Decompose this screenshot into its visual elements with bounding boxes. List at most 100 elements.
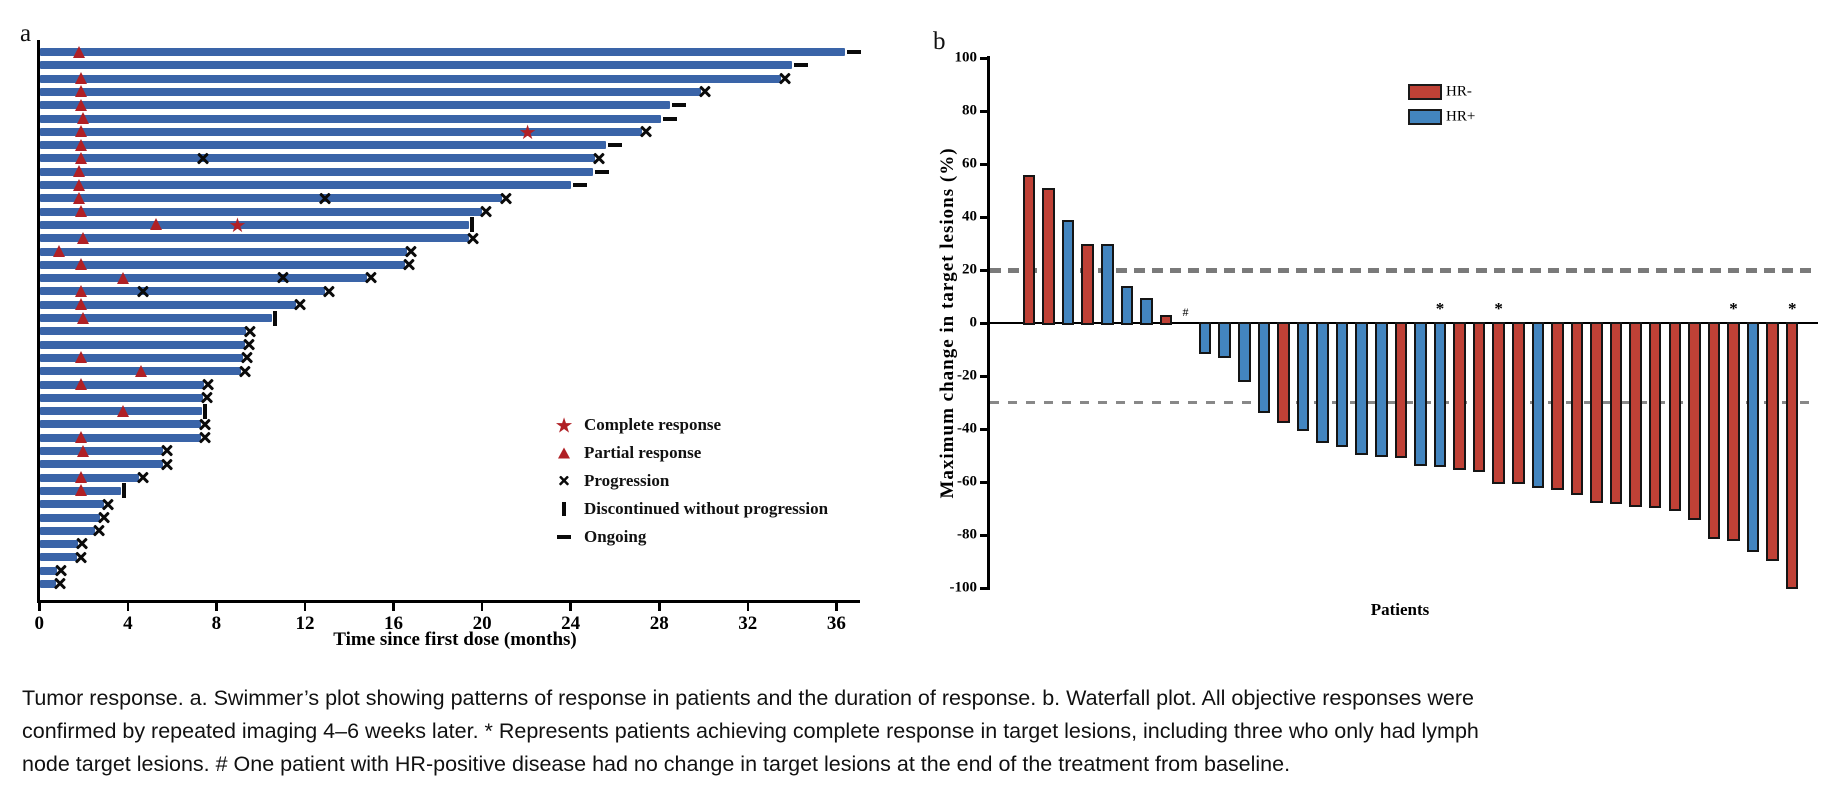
swimmer-x-tick-label: 28 [649, 613, 669, 634]
ongoing-icon [572, 183, 587, 187]
partial-response-icon [77, 311, 90, 324]
hr-positive-label: HR+ [1446, 108, 1476, 125]
swimmer-x-tick-label: 0 [34, 613, 45, 634]
progression-x-icon [198, 431, 212, 445]
swimmer-bar [40, 101, 671, 110]
progression-x-icon [92, 524, 106, 538]
caption-line-2: confirmed by repeated imaging 4–6 weeks … [22, 719, 1479, 743]
progression-x-icon [479, 205, 493, 219]
progression-x-icon [53, 577, 67, 591]
progression-x-icon [75, 537, 89, 551]
waterfall-plot: 100 80 60 40 20 0 -20 -40 -60 -80 -100 Maximum chan… [900, 0, 1835, 660]
swimmer-bar [40, 61, 793, 70]
waterfall-bar [1296, 322, 1310, 432]
waterfall-bar [1394, 322, 1408, 458]
waterfall-bar [1453, 322, 1466, 470]
progression-x-icon [238, 364, 252, 378]
progression-x-icon [243, 324, 257, 338]
waterfall-y-tick-label: 0 [969, 314, 978, 331]
waterfall-bar [1609, 322, 1623, 505]
waterfall-y-tick-label: -80 [957, 526, 977, 543]
waterfall-bar [1375, 322, 1388, 457]
progression-x-icon [364, 271, 378, 285]
waterfall-bar [1140, 297, 1153, 325]
progression-x-icon [136, 284, 150, 298]
swimmer-bar [40, 526, 95, 535]
swimmer-bar [40, 287, 325, 296]
swimmer-bar [40, 433, 201, 442]
progression-legend-icon [558, 475, 570, 487]
waterfall-bar [1629, 322, 1642, 507]
ongoing-icon [594, 169, 609, 174]
partial-response-icon [74, 258, 87, 271]
waterfall-y-tick [980, 163, 987, 166]
complete-response-star-annotation: * [1435, 299, 1445, 318]
discontinued-icon [272, 310, 277, 326]
waterfall-bar [1570, 322, 1584, 495]
waterfall-bar [1648, 322, 1662, 509]
progression-x-icon [322, 284, 336, 298]
ongoing-icon [794, 63, 809, 68]
partial-response-icon [74, 151, 87, 164]
complete-response-icon: ★ [228, 212, 247, 237]
waterfall-bar [1414, 322, 1427, 466]
waterfall-bar [1159, 315, 1173, 325]
partial-response-icon [150, 218, 163, 231]
waterfall-bar [1707, 322, 1721, 539]
partial-response-icon [134, 364, 147, 377]
swimmer-legend-label: Ongoing [584, 527, 647, 546]
swimmer-bar [40, 380, 205, 389]
waterfall-y-tick [980, 110, 987, 113]
partial-response-icon [72, 165, 85, 178]
swimmer-legend-label: Complete response [584, 415, 722, 434]
swimmer-bar [40, 154, 595, 163]
ongoing-icon [608, 143, 623, 148]
swimmer-bar [40, 247, 407, 256]
progression-x-icon [499, 191, 513, 205]
progression-x-icon [196, 151, 210, 165]
waterfall-y-tick [980, 322, 987, 325]
ongoing-icon [672, 103, 687, 108]
waterfall-y-tick-label: -100 [949, 579, 978, 596]
progression-x-icon [240, 351, 254, 365]
waterfall-bar [1355, 322, 1368, 456]
swimmer-bar [40, 580, 56, 588]
waterfall-y-tick [980, 534, 987, 537]
discontinued-icon [122, 483, 127, 499]
swimmer-bar [40, 74, 781, 83]
waterfall-bar [1042, 187, 1055, 325]
waterfall-bar [1120, 285, 1134, 325]
partial-response-icon [74, 284, 87, 297]
partial-response-icon [52, 245, 65, 257]
panel-a-label: a [20, 20, 32, 47]
swimmer-x-tick-label: 32 [738, 613, 758, 634]
swimmer-bar [40, 181, 571, 189]
swimmer-bar [40, 540, 79, 549]
partial-response-icon [77, 112, 90, 124]
waterfall-y-tick [980, 269, 987, 272]
partial-response-icon [72, 191, 85, 204]
partial-response-icon [74, 125, 87, 138]
progression-x-icon [160, 457, 174, 471]
waterfall-y-tick-label: -40 [957, 420, 977, 437]
ongoing-legend-icon [557, 535, 571, 539]
progression-x-icon [404, 245, 418, 259]
waterfall-bar [1512, 322, 1525, 485]
waterfall-bar [1492, 322, 1505, 485]
waterfall-bar [1551, 322, 1564, 490]
swimmer-legend-label: Partial response [584, 443, 702, 462]
waterfall-bar [1218, 322, 1231, 359]
swimmer-bar [40, 127, 642, 136]
swimmer-legend-label: Discontinued without progression [584, 499, 829, 518]
waterfall-bar [1238, 322, 1251, 383]
progression-x-icon [698, 85, 712, 99]
waterfall-y-tick-label: 40 [962, 208, 977, 225]
swimmer-bar [40, 566, 57, 575]
waterfall-y-tick [980, 587, 987, 590]
waterfall-y-tick-label: 100 [954, 49, 978, 66]
swimmer-x-tick [303, 602, 307, 611]
partial-response-icon [74, 138, 87, 151]
swimmer-x-axis-title: Time since first dose (months) [333, 629, 577, 650]
swimmer-bar [40, 393, 204, 402]
swimmer-bar [40, 234, 469, 243]
